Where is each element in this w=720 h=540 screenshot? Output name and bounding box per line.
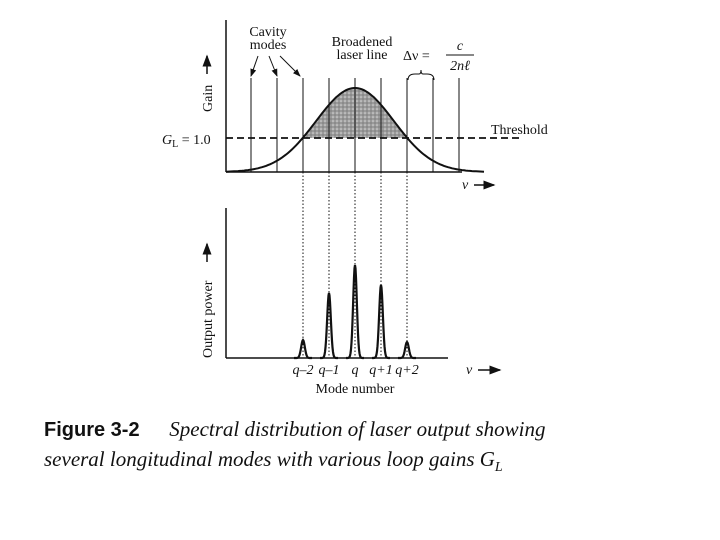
- x-axis-label: ν: [462, 178, 469, 193]
- symbol: G: [162, 133, 172, 148]
- gain-curve: [225, 87, 485, 173]
- x-axis-label: ν: [466, 363, 473, 378]
- output-panel: Output power q–2 q–1 q q+1 q+2 ν Mode number: [201, 208, 502, 397]
- gain-panel: Cavity modes Broadened laser line Δν = c…: [162, 20, 548, 193]
- x-title: Mode number: [316, 382, 395, 397]
- peak: [398, 340, 416, 360]
- y-axis-label: Gain: [201, 85, 216, 112]
- arrow: [268, 55, 278, 77]
- text: = 1.0: [178, 133, 210, 148]
- subscript: L: [172, 139, 178, 150]
- mode-label: q+2: [395, 363, 418, 378]
- cavity-mode-lines: [250, 78, 460, 172]
- caption-line-2: several longitudinal modes with various …: [44, 447, 480, 471]
- line-label: laser line: [337, 48, 388, 63]
- subscript: L: [494, 460, 503, 475]
- figure-number: Figure 3-2: [44, 419, 140, 441]
- mode-guides: [302, 172, 408, 358]
- caption-line-1: Spectral distribution of laser output sh…: [164, 417, 546, 441]
- mode-label: q–1: [319, 363, 340, 378]
- caption-text: several longitudinal modes with various …: [44, 447, 503, 475]
- caption-line: Figure 3-2 Spectral distribution of lase…: [44, 417, 546, 441]
- mode-label: q+1: [369, 363, 392, 378]
- spacing-denominator: 2nℓ: [450, 59, 470, 74]
- mode-label: q: [352, 363, 359, 378]
- threshold-level: GL = 1.0: [162, 133, 211, 150]
- threshold-label: Threshold: [491, 123, 548, 138]
- spacing-numerator: c: [457, 39, 464, 54]
- y-axis-label: Output power: [201, 280, 216, 358]
- line-label: Broadened: [332, 35, 393, 50]
- cavity-label: modes: [250, 38, 287, 53]
- spacing-label: Δν =: [403, 49, 430, 64]
- cavity-label: Cavity: [249, 25, 286, 40]
- brace: [407, 69, 435, 81]
- mode-label: q–2: [293, 363, 314, 378]
- arrow: [250, 55, 259, 77]
- arrow: [279, 55, 301, 77]
- symbol: G: [480, 447, 495, 471]
- mode-labels: q–2 q–1 q q+1 q+2: [293, 363, 419, 378]
